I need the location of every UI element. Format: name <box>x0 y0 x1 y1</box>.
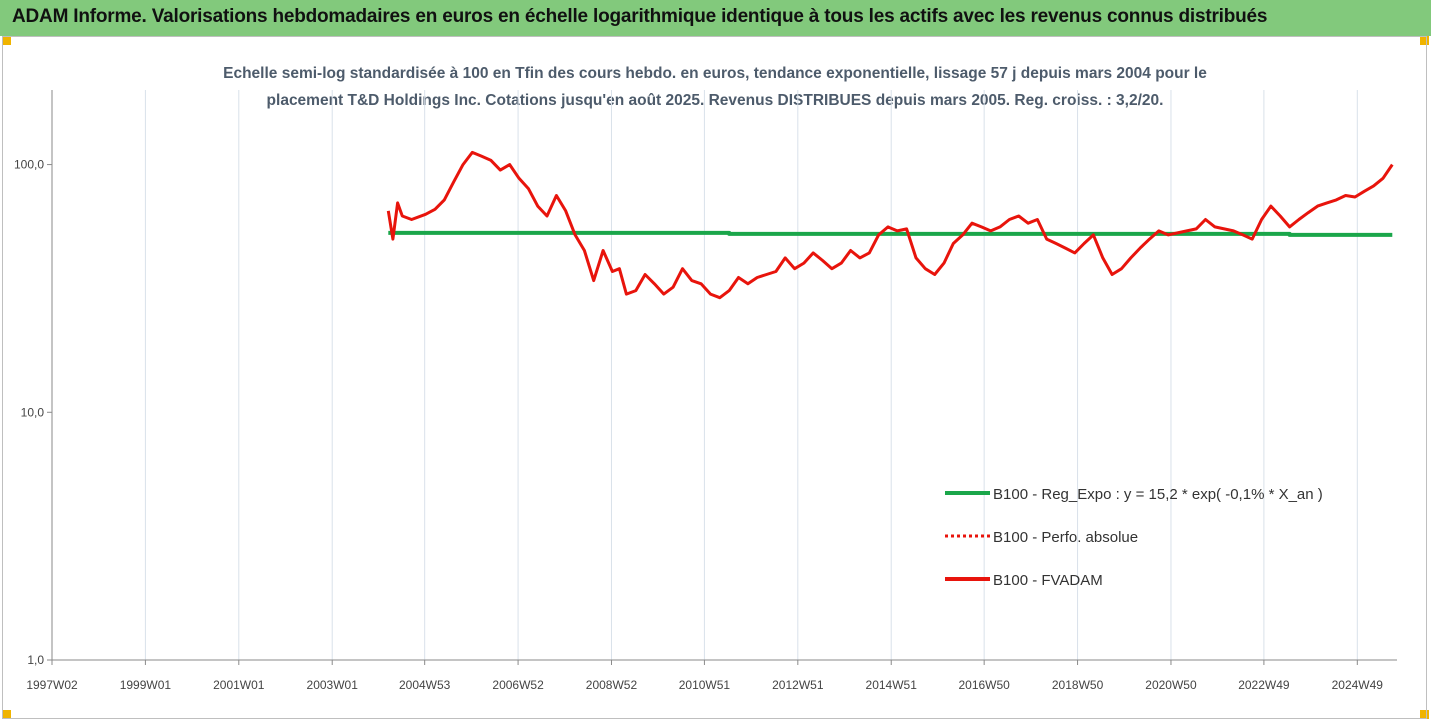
x-tick-label: 2014W51 <box>866 678 918 692</box>
corner-marker <box>1420 710 1429 719</box>
y-tick-label: 10,0 <box>21 405 45 419</box>
y-tick-label: 1,0 <box>27 653 44 667</box>
page-title: ADAM Informe. Valorisations hebdomadaire… <box>12 6 1268 27</box>
x-tick-label: 1999W01 <box>120 678 172 692</box>
x-tick-label: 2018W50 <box>1052 678 1104 692</box>
legend-label: B100 - Perfo. absolue <box>993 529 1138 546</box>
x-tick-label: 1997W02 <box>26 678 78 692</box>
x-tick-label: 2022W49 <box>1238 678 1290 692</box>
corner-marker <box>2 710 11 719</box>
legend-label: B100 - FVADAM <box>993 572 1103 589</box>
x-tick-label: 2006W52 <box>492 678 544 692</box>
x-tick-label: 2012W51 <box>772 678 824 692</box>
x-tick-label: 2003W01 <box>307 678 359 692</box>
corner-marker <box>2 36 11 45</box>
x-tick-label: 2020W50 <box>1145 678 1197 692</box>
legend-label: B100 - Reg_Expo : y = 15,2 * exp( -0,1% … <box>993 486 1323 503</box>
chart-frame <box>2 36 1427 719</box>
title-bar: ADAM Informe. Valorisations hebdomadaire… <box>0 0 1431 36</box>
x-tick-label: 2010W51 <box>679 678 731 692</box>
x-tick-label: 2024W49 <box>1332 678 1384 692</box>
chart-title-line1: Echelle semi-log standardisée à 100 en T… <box>223 65 1207 82</box>
x-tick-label: 2016W50 <box>958 678 1010 692</box>
x-tick-label: 2008W52 <box>586 678 638 692</box>
series-line <box>386 150 1394 300</box>
corner-marker <box>1420 36 1429 45</box>
x-tick-label: 2001W01 <box>213 678 265 692</box>
series-line <box>388 230 1393 237</box>
y-tick-label: 100,0 <box>14 158 44 172</box>
chart-title-line2: placement T&D Holdings Inc. Cotations ju… <box>266 92 1164 109</box>
x-tick-label: 2004W53 <box>399 678 451 692</box>
